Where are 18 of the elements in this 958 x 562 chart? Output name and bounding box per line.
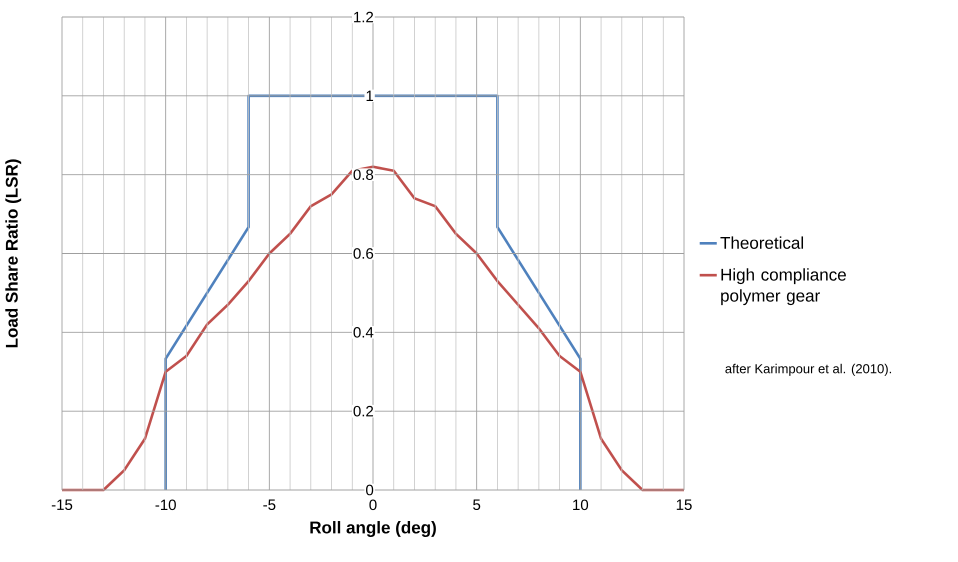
y-tick-label: 1: [366, 90, 374, 101]
x-tick-label: 10: [573, 500, 588, 510]
x-tick-label: -5: [263, 500, 276, 510]
x-axis-title: Roll angle (deg): [310, 521, 436, 537]
x-tick-label: 5: [473, 500, 480, 510]
legend-label: Theoretical: [720, 236, 804, 249]
x-tick-label: -10: [155, 500, 176, 510]
x-tick-label: 15: [676, 500, 692, 510]
y-tick-label: 0: [366, 484, 374, 496]
y-tick-label: 0.8: [354, 169, 374, 180]
x-tick-label: -15: [52, 500, 72, 510]
y-axis-title: Load Share Ratio (LSR): [5, 159, 22, 348]
text: after Karimpour et al. (2010).: [725, 364, 892, 376]
y-tick-label: 0.2: [354, 406, 374, 416]
legend-label: High compliance polymer gear: [721, 268, 846, 306]
y-tick-label: 1.2: [354, 12, 374, 22]
y-tick-label: 0.6: [354, 248, 374, 259]
y-tick-label: 0.4: [354, 327, 374, 338]
